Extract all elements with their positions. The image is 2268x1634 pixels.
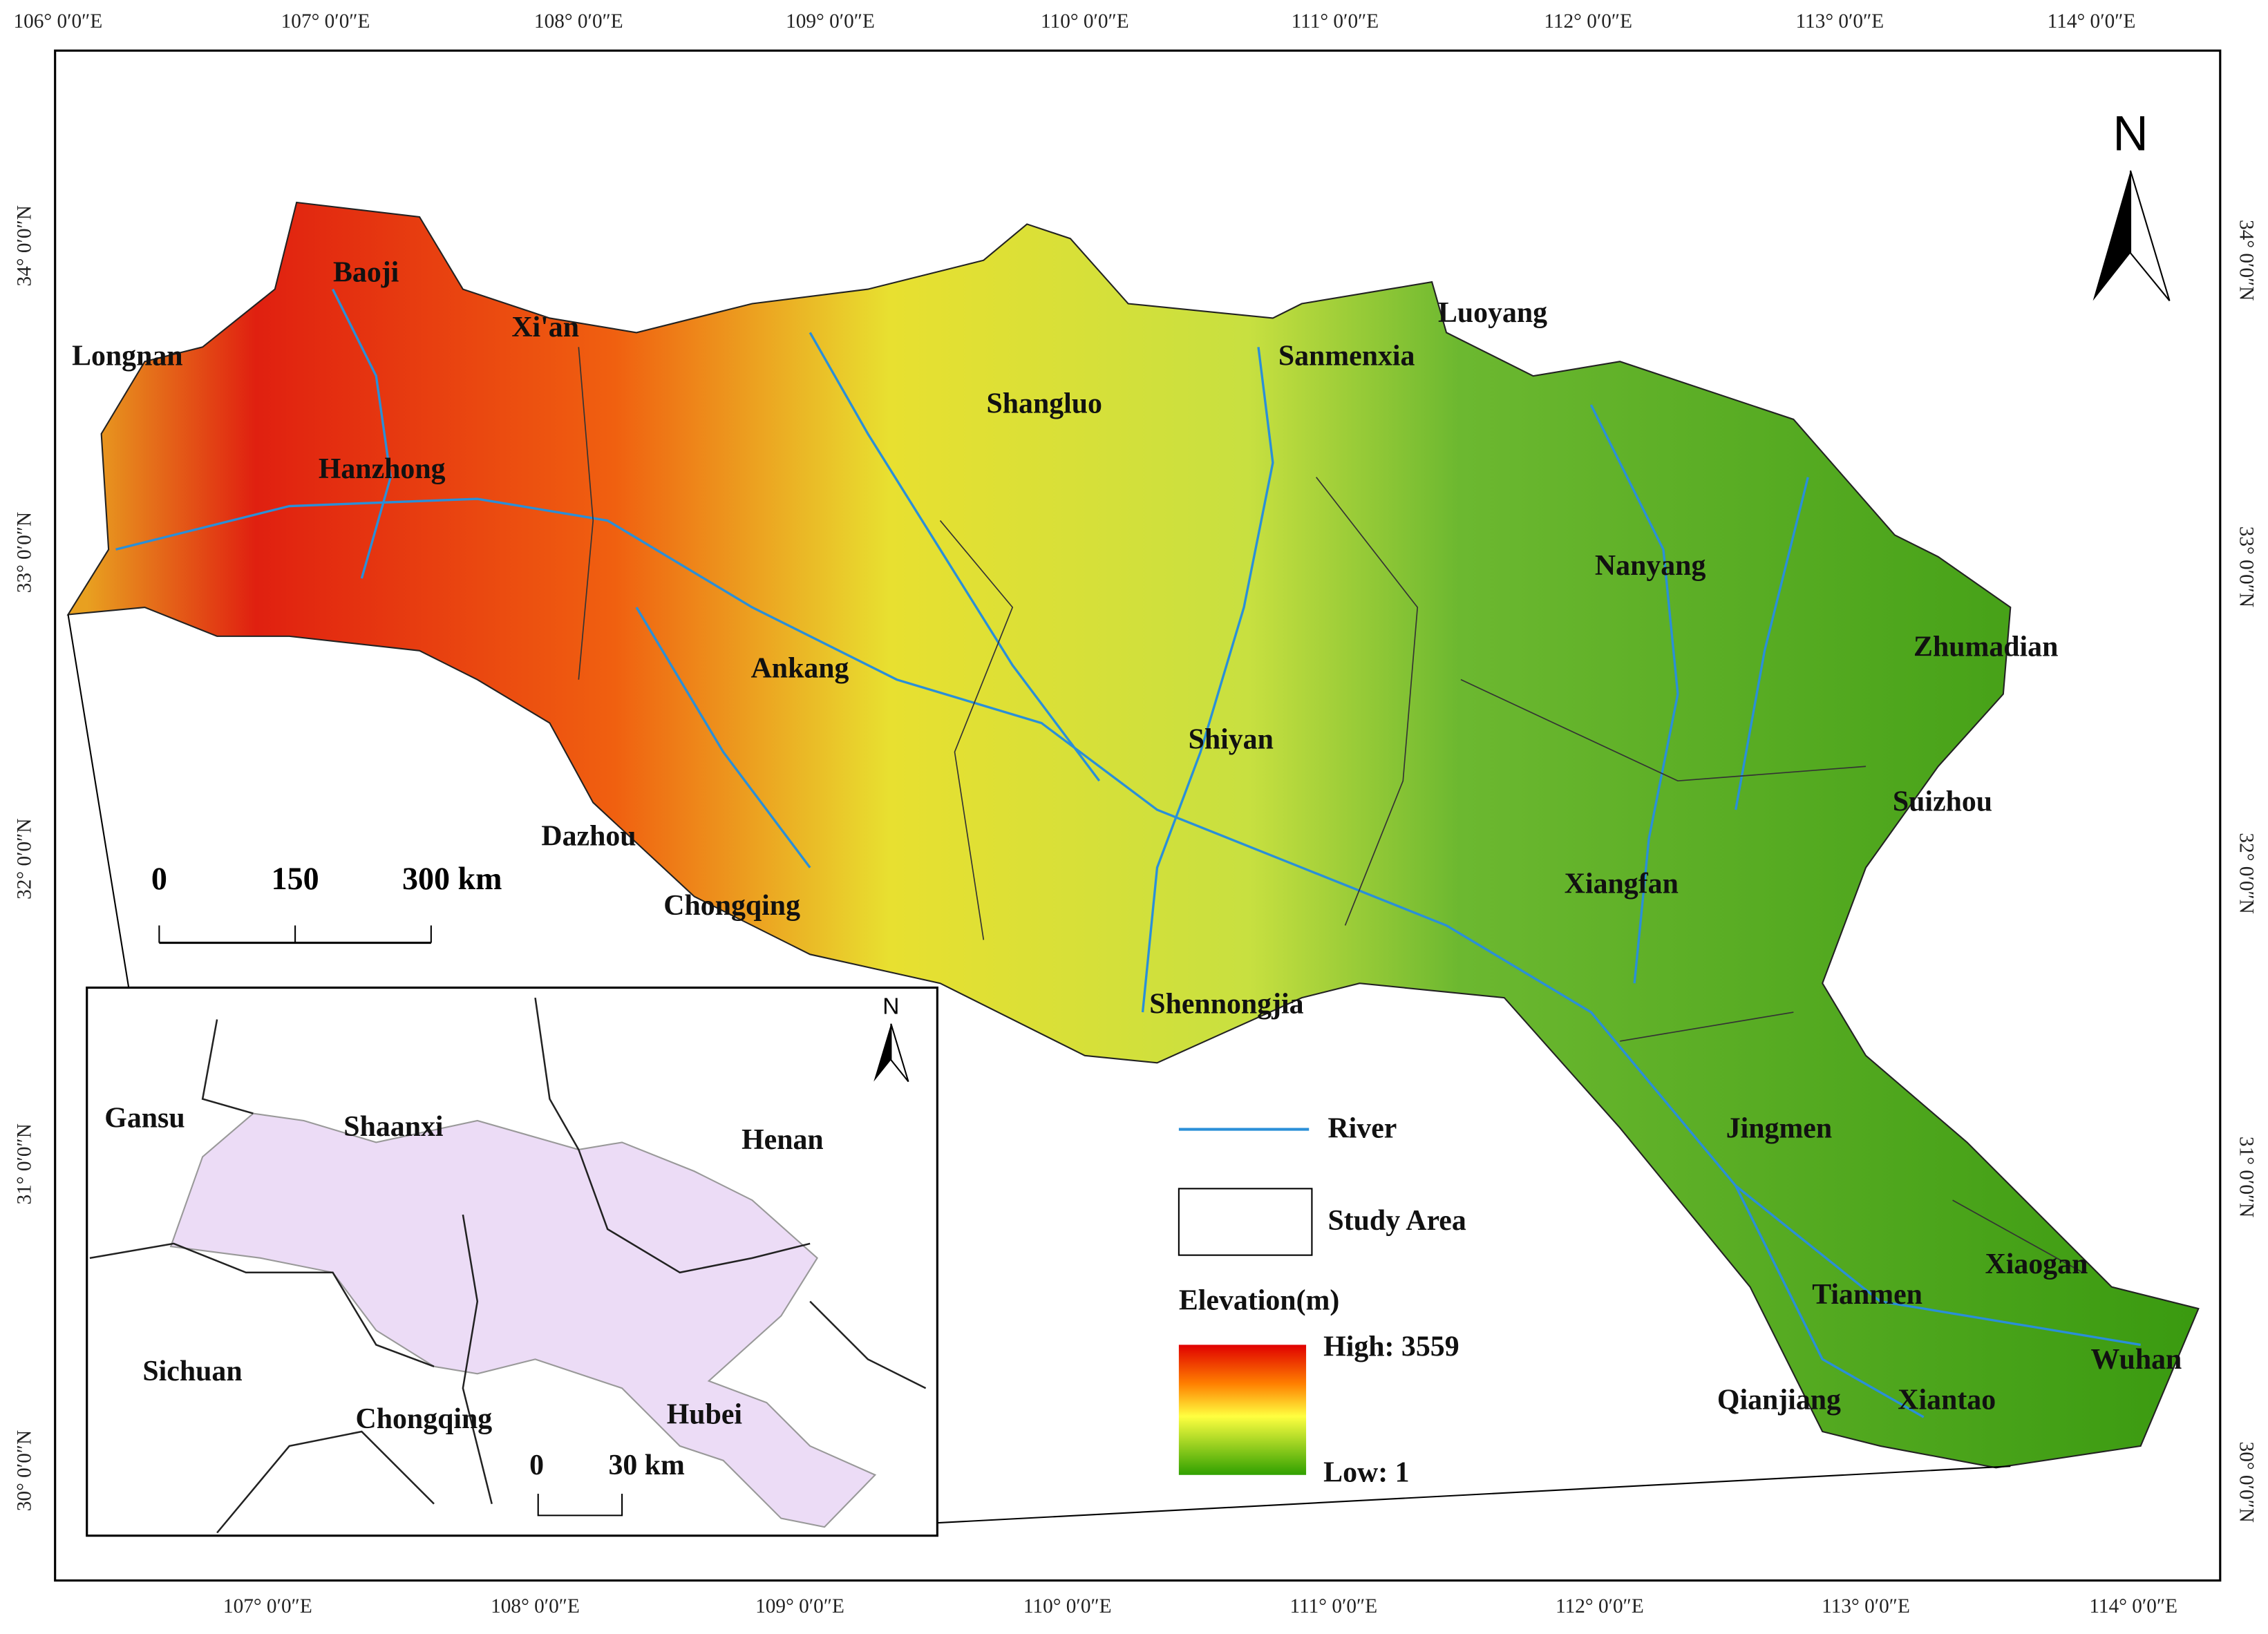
longitude-label: 114° 0′0″E — [2048, 10, 2136, 32]
longitude-label: 107° 0′0″E — [223, 1595, 312, 1617]
scale-label: 300 km — [402, 861, 502, 896]
latitude-label: 34° 0′0″N — [2236, 220, 2258, 301]
longitude-label: 108° 0′0″E — [491, 1595, 580, 1617]
longitude-label: 109° 0′0″E — [755, 1595, 844, 1617]
province-label: Chongqing — [356, 1403, 493, 1435]
latitude-label: 30° 0′0″N — [14, 1430, 36, 1511]
province-label: Gansu — [104, 1103, 185, 1134]
city-label: Luoyang — [1438, 297, 1547, 329]
latitude-label: 34° 0′0″N — [14, 205, 36, 286]
province-label: Hubei — [667, 1399, 743, 1431]
city-label: Shiyan — [1189, 723, 1274, 755]
city-label: Suizhou — [1893, 786, 1992, 817]
inset-study-area — [169, 1112, 877, 1528]
inset-north-arrow — [890, 1023, 909, 1083]
city-label: Chongqing — [663, 890, 800, 922]
north-label: N — [2113, 107, 2148, 162]
inset-scale-bar — [537, 1493, 623, 1517]
city-label: Xi'an — [511, 312, 579, 343]
city-label: Xiaogan — [1985, 1248, 2088, 1280]
legend-label: River — [1327, 1112, 1397, 1144]
province-label: Shaanxi — [343, 1111, 444, 1143]
city-label: Tianmen — [1812, 1279, 1922, 1311]
city-label: Shangluo — [986, 388, 1102, 420]
city-label: Jingmen — [1726, 1112, 1832, 1144]
city-label: Dazhou — [541, 821, 636, 853]
longitude-label: 112° 0′0″E — [1556, 1595, 1644, 1617]
district-boundaries — [578, 347, 2083, 1273]
latitude-label: 32° 0′0″N — [2236, 833, 2258, 913]
city-label: Xiantao — [1898, 1385, 1996, 1416]
connector-line — [804, 1465, 2011, 1531]
city-label: Nanyang — [1595, 550, 1706, 582]
city-label: Wuhan — [2090, 1344, 2182, 1376]
inset-north-label: N — [882, 994, 899, 1020]
city-label: Xiangfan — [1565, 868, 1679, 900]
city-label: Sanmenxia — [1278, 341, 1415, 372]
city-label: Longnan — [72, 341, 183, 372]
latitude-label: 31° 0′0″N — [14, 1123, 36, 1204]
latitude-label: 32° 0′0″N — [14, 818, 36, 899]
latitude-label: 33° 0′0″N — [2236, 526, 2258, 607]
longitude-label: 112° 0′0″E — [1544, 10, 1632, 32]
legend-label: High: 3559 — [1323, 1331, 1459, 1362]
scale-ticks — [158, 925, 432, 943]
longitude-label: 110° 0′0″E — [1041, 10, 1129, 32]
legend-label: Low: 1 — [1323, 1456, 1409, 1488]
latitude-label: 33° 0′0″N — [14, 512, 36, 593]
legend-title: Elevation(m) — [1179, 1284, 1339, 1316]
longitude-label: 107° 0′0″E — [281, 10, 370, 32]
city-label: Zhumadian — [1913, 631, 2058, 663]
city-label: Baoji — [333, 256, 399, 288]
scale-label: 0 — [151, 861, 167, 896]
longitude-label: 114° 0′0″E — [2089, 1595, 2177, 1617]
longitude-label: 113° 0′0″E — [1822, 1595, 1910, 1617]
longitude-label: 110° 0′0″E — [1023, 1595, 1112, 1617]
province-label: Sichuan — [142, 1356, 242, 1387]
longitude-label: 111° 0′0″E — [1292, 10, 1379, 32]
latitude-label: 30° 0′0″N — [2236, 1442, 2258, 1523]
north-arrow — [2129, 170, 2171, 301]
inset-scale-label: 30 km — [608, 1450, 685, 1481]
longitude-label: 106° 0′0″E — [13, 10, 102, 32]
city-label: Ankang — [751, 653, 849, 685]
longitude-label: 108° 0′0″E — [534, 10, 623, 32]
legend-elevation-ramp — [1178, 1345, 1307, 1475]
longitude-label: 111° 0′0″E — [1290, 1595, 1378, 1617]
province-label: Henan — [741, 1124, 824, 1156]
city-label: Hanzhong — [319, 453, 446, 485]
rivers — [115, 288, 2141, 1418]
latitude-label: 31° 0′0″N — [2236, 1137, 2258, 1217]
inset-scale-label: 0 — [529, 1450, 544, 1481]
legend — [1178, 1128, 1313, 1475]
legend-study-area-symbol — [1178, 1188, 1313, 1256]
legend-label: Study Area — [1327, 1205, 1466, 1237]
city-label: Shennongjia — [1149, 988, 1303, 1020]
longitude-label: 113° 0′0″E — [1795, 10, 1884, 32]
inset-province-boundaries — [89, 997, 927, 1534]
city-label: Qianjiang — [1717, 1385, 1841, 1416]
longitude-label: 109° 0′0″E — [786, 10, 875, 32]
scale-label: 150 — [272, 861, 319, 896]
